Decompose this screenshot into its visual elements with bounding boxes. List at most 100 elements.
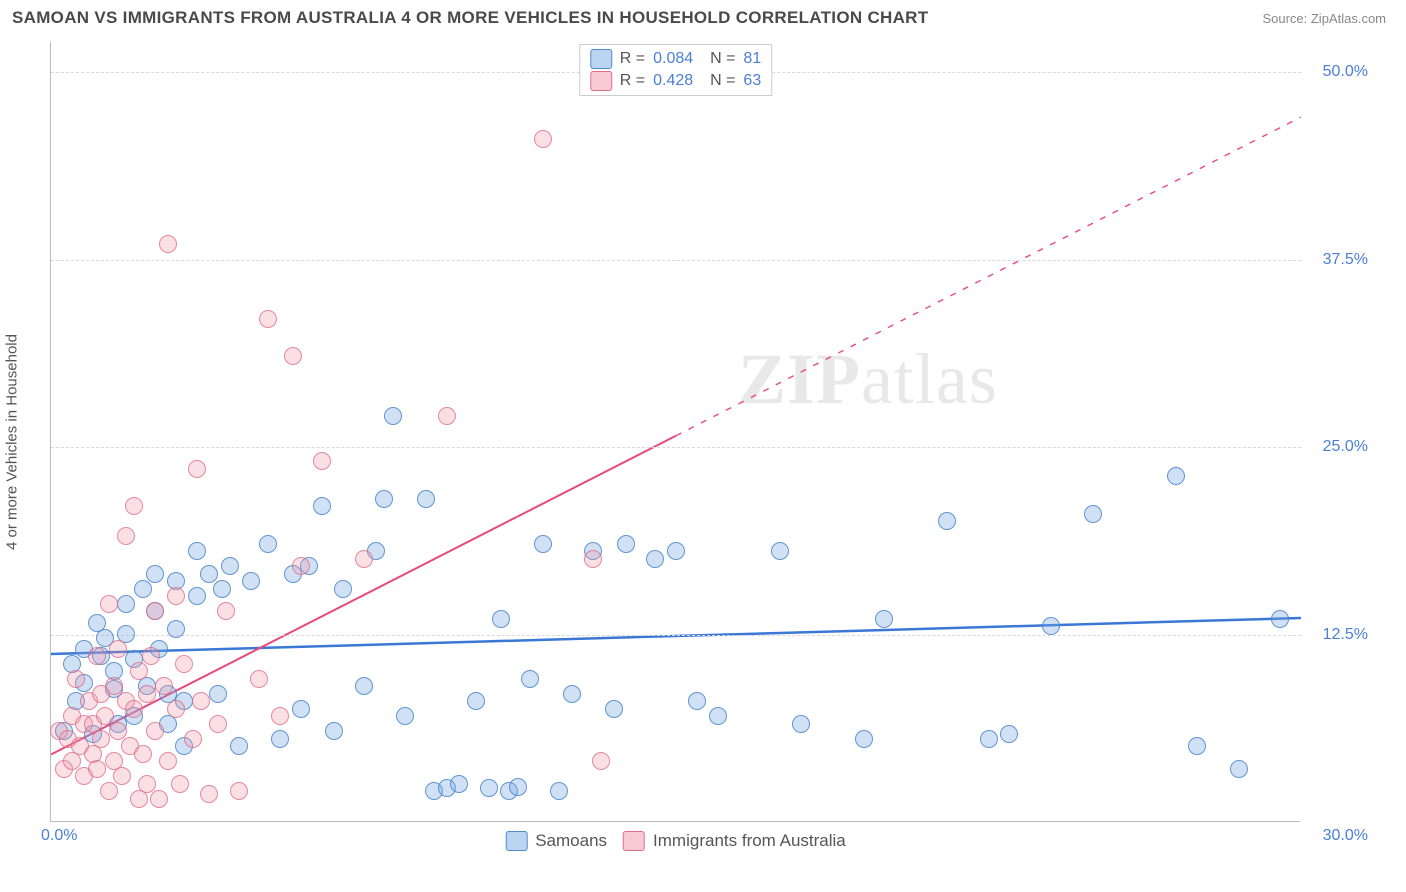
data-point xyxy=(521,670,539,688)
data-point xyxy=(938,512,956,530)
data-point xyxy=(855,730,873,748)
data-point xyxy=(88,647,106,665)
legend-swatch-icon xyxy=(505,831,527,851)
legend-item-samoans: Samoans xyxy=(505,831,607,851)
data-point xyxy=(250,670,268,688)
data-point xyxy=(167,620,185,638)
data-point xyxy=(563,685,581,703)
data-point xyxy=(584,550,602,568)
data-point xyxy=(534,130,552,148)
data-point xyxy=(88,760,106,778)
data-point xyxy=(184,730,202,748)
data-point xyxy=(396,707,414,725)
data-point xyxy=(159,752,177,770)
data-point xyxy=(213,580,231,598)
data-point xyxy=(438,407,456,425)
data-point xyxy=(105,677,123,695)
series-legend: Samoans Immigrants from Australia xyxy=(505,831,846,851)
plot-region: ZIPatlas R = 0.084 N = 81 R = 0.428 N = … xyxy=(50,42,1300,822)
data-point xyxy=(242,572,260,590)
data-point xyxy=(646,550,664,568)
data-point xyxy=(292,557,310,575)
legend-row-pink: R = 0.428 N = 63 xyxy=(590,70,761,92)
data-point xyxy=(709,707,727,725)
x-tick-label: 0.0% xyxy=(41,827,77,845)
data-point xyxy=(667,542,685,560)
x-tick-label: 30.0% xyxy=(1308,827,1368,845)
data-point xyxy=(167,587,185,605)
data-point xyxy=(450,775,468,793)
legend-swatch-pink xyxy=(590,71,612,91)
data-point xyxy=(171,775,189,793)
trend-lines xyxy=(51,42,1301,822)
legend-row-blue: R = 0.084 N = 81 xyxy=(590,48,761,70)
data-point xyxy=(980,730,998,748)
data-point xyxy=(334,580,352,598)
data-point xyxy=(313,497,331,515)
data-point xyxy=(492,610,510,628)
watermark: ZIPatlas xyxy=(738,338,998,421)
gridline xyxy=(51,635,1301,636)
data-point xyxy=(150,790,168,808)
data-point xyxy=(209,715,227,733)
data-point xyxy=(771,542,789,560)
chart-source: Source: ZipAtlas.com xyxy=(1262,11,1386,26)
data-point xyxy=(188,460,206,478)
data-point xyxy=(125,497,143,515)
y-axis-label: 4 or more Vehicles in Household xyxy=(4,334,21,550)
data-point xyxy=(134,580,152,598)
data-point xyxy=(1000,725,1018,743)
y-tick-label: 25.0% xyxy=(1308,438,1368,456)
data-point xyxy=(384,407,402,425)
data-point xyxy=(1188,737,1206,755)
gridline xyxy=(51,447,1301,448)
data-point xyxy=(1271,610,1289,628)
data-point xyxy=(230,782,248,800)
data-point xyxy=(259,310,277,328)
data-point xyxy=(200,565,218,583)
data-point xyxy=(355,550,373,568)
data-point xyxy=(113,767,131,785)
data-point xyxy=(146,602,164,620)
data-point xyxy=(509,778,527,796)
data-point xyxy=(1167,467,1185,485)
correlation-legend: R = 0.084 N = 81 R = 0.428 N = 63 xyxy=(579,44,772,96)
data-point xyxy=(292,700,310,718)
data-point xyxy=(284,347,302,365)
data-point xyxy=(138,775,156,793)
data-point xyxy=(130,662,148,680)
data-point xyxy=(592,752,610,770)
data-point xyxy=(375,490,393,508)
data-point xyxy=(605,700,623,718)
data-point xyxy=(117,527,135,545)
data-point xyxy=(188,587,206,605)
gridline xyxy=(51,260,1301,261)
legend-swatch-icon xyxy=(623,831,645,851)
data-point xyxy=(155,677,173,695)
data-point xyxy=(146,565,164,583)
data-point xyxy=(209,685,227,703)
data-point xyxy=(100,782,118,800)
data-point xyxy=(1084,505,1102,523)
data-point xyxy=(117,595,135,613)
data-point xyxy=(1230,760,1248,778)
data-point xyxy=(146,722,164,740)
data-point xyxy=(875,610,893,628)
data-point xyxy=(325,722,343,740)
data-point xyxy=(550,782,568,800)
data-point xyxy=(688,692,706,710)
chart-title: SAMOAN VS IMMIGRANTS FROM AUSTRALIA 4 OR… xyxy=(12,8,928,28)
data-point xyxy=(175,655,193,673)
data-point xyxy=(125,700,143,718)
data-point xyxy=(617,535,635,553)
data-point xyxy=(188,542,206,560)
data-point xyxy=(271,730,289,748)
data-point xyxy=(96,707,114,725)
data-point xyxy=(217,602,235,620)
data-point xyxy=(159,235,177,253)
data-point xyxy=(355,677,373,695)
data-point xyxy=(200,785,218,803)
data-point xyxy=(134,745,152,763)
data-point xyxy=(417,490,435,508)
data-point xyxy=(259,535,277,553)
